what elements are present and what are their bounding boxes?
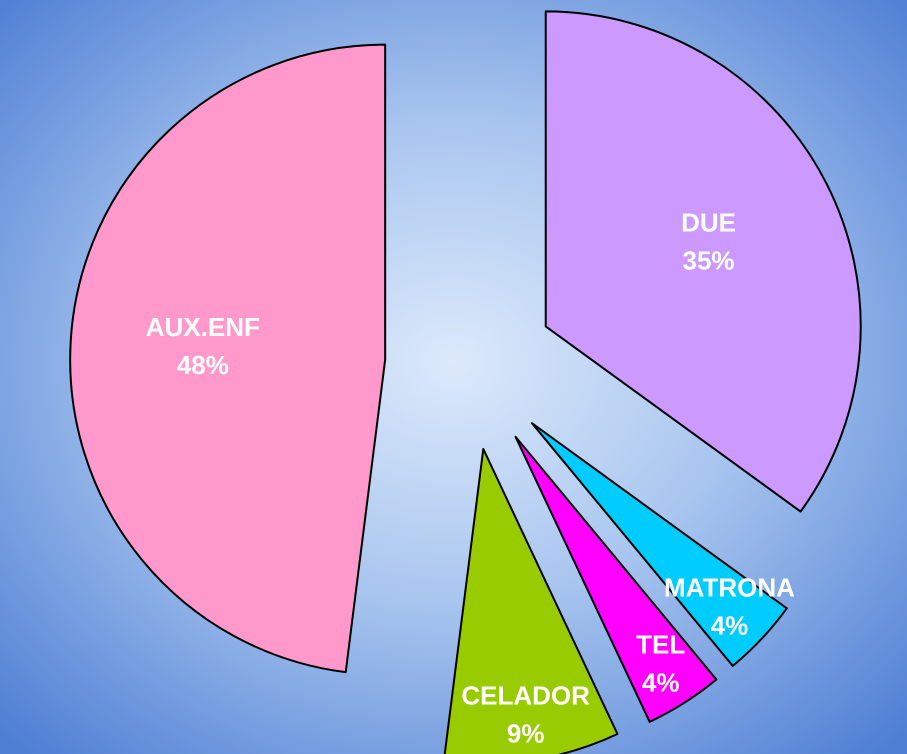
slice-value-label: 4% (711, 611, 749, 641)
slice-value-label: 4% (642, 667, 680, 697)
pie: DUE 35% MATRONA 4% TEL 4% CELADOR 9% AUX.ENF 48% (69, 10, 862, 754)
slice-label: CELADOR (461, 680, 590, 710)
slice-label: MATRONA (664, 573, 795, 603)
slice-label: AUX.ENF (146, 312, 260, 342)
pie-slice (530, 422, 788, 667)
pie-slice (69, 43, 387, 674)
slice-value-label: 9% (507, 718, 545, 748)
pie-slice (514, 435, 718, 723)
slice-label: DUE (681, 207, 736, 237)
slice-label: TEL (636, 629, 685, 659)
pie-slice (443, 447, 619, 754)
slice-value-label: 48% (177, 350, 229, 380)
slice-value-label: 35% (682, 245, 734, 275)
pie-slice (544, 10, 862, 513)
